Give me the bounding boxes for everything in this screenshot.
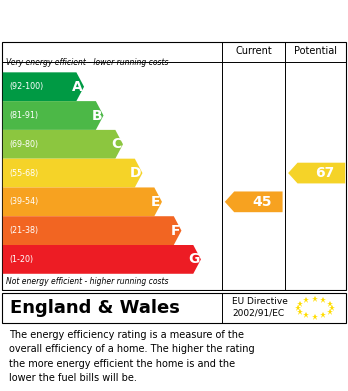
Text: (81-91): (81-91): [9, 111, 38, 120]
Text: (39-54): (39-54): [9, 197, 38, 206]
Polygon shape: [3, 245, 201, 274]
Polygon shape: [3, 159, 142, 187]
Text: Potential: Potential: [294, 46, 337, 56]
Polygon shape: [225, 192, 283, 212]
Text: (55-68): (55-68): [9, 169, 38, 178]
Text: Not energy efficient - higher running costs: Not energy efficient - higher running co…: [6, 277, 169, 286]
Text: (21-38): (21-38): [9, 226, 38, 235]
Text: Current: Current: [235, 46, 272, 56]
Text: The energy efficiency rating is a measure of the
overall efficiency of a home. T: The energy efficiency rating is a measur…: [9, 330, 254, 383]
Text: B: B: [92, 108, 102, 122]
Text: Energy Efficiency Rating: Energy Efficiency Rating: [10, 14, 232, 29]
Polygon shape: [3, 216, 181, 245]
Text: G: G: [188, 252, 199, 266]
Text: A: A: [72, 80, 82, 94]
Text: D: D: [129, 166, 141, 180]
Polygon shape: [3, 187, 162, 216]
Text: (92-100): (92-100): [9, 82, 43, 91]
Text: (1-20): (1-20): [9, 255, 33, 264]
Text: Very energy efficient - lower running costs: Very energy efficient - lower running co…: [6, 58, 169, 67]
Text: C: C: [111, 137, 121, 151]
Text: F: F: [171, 224, 180, 238]
Text: 67: 67: [315, 166, 334, 180]
Text: EU Directive
2002/91/EC: EU Directive 2002/91/EC: [232, 297, 288, 317]
Polygon shape: [3, 72, 84, 101]
Polygon shape: [288, 163, 345, 183]
Text: England & Wales: England & Wales: [10, 299, 180, 317]
Text: 45: 45: [252, 195, 272, 209]
Text: E: E: [151, 195, 160, 209]
Text: (69-80): (69-80): [9, 140, 38, 149]
Polygon shape: [3, 130, 123, 159]
Polygon shape: [3, 101, 103, 130]
